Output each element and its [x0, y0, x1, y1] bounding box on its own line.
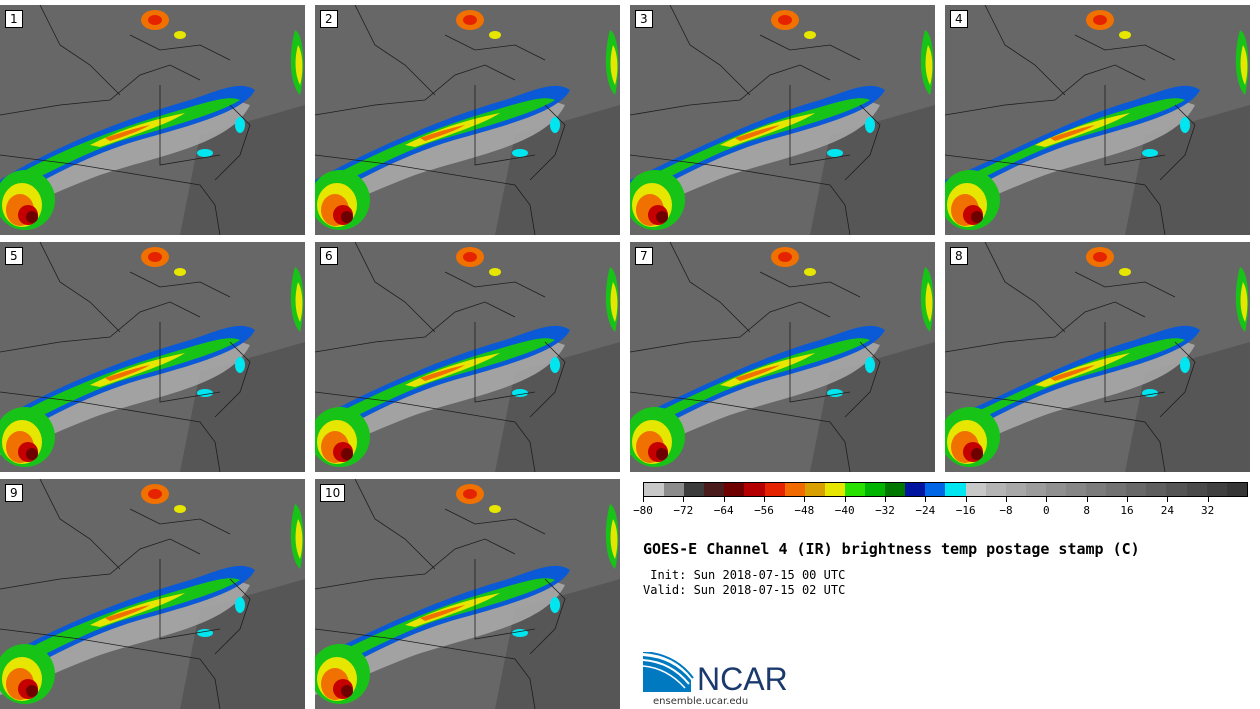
- colorbar-tick-label: 0: [1043, 504, 1050, 517]
- colorbar-segment: [1106, 483, 1127, 496]
- colorbar-tick-label: −16: [955, 504, 976, 517]
- map-panel-10: 10: [315, 479, 620, 709]
- ir-satellite-map: [0, 479, 305, 709]
- colorbar-tick: [885, 497, 886, 502]
- colorbar-segment: [905, 483, 926, 496]
- colorbar-segment: [824, 483, 845, 496]
- colorbar-tick-label: 16: [1120, 504, 1134, 517]
- panel-number-label: 7: [635, 247, 653, 265]
- map-panel-8: 8: [945, 242, 1250, 472]
- colorbar-segment: [844, 483, 866, 496]
- panel-number-label: 3: [635, 10, 653, 28]
- colorbar-tick-label: 8: [1083, 504, 1090, 517]
- init-time: Init: Sun 2018-07-15 00 UTC: [643, 568, 846, 582]
- colorbar-segment: [704, 483, 725, 496]
- colorbar-segment: [764, 483, 785, 496]
- map-panel-7: 7: [630, 242, 935, 472]
- colorbar-segment: [1166, 483, 1187, 496]
- colorbar-ticks: −80 −72 −64 −56 −48 −40 −32 −24 −16 −8 0 8 16 24 32: [633, 497, 1248, 521]
- colorbar-segment: [1065, 483, 1087, 496]
- panel-number-label: 6: [320, 247, 338, 265]
- colorbar-segment: [724, 483, 745, 496]
- colorbar-tick-label: 24: [1160, 504, 1174, 517]
- colorbar-tick-label: −8: [999, 504, 1013, 517]
- colorbar-segment: [1206, 483, 1227, 496]
- map-panel-6: 6: [315, 242, 620, 472]
- colorbar-segment: [744, 483, 765, 496]
- ir-satellite-map: [945, 5, 1250, 235]
- colorbar-tick: [1207, 497, 1209, 502]
- colorbar-segment: [804, 483, 825, 496]
- colorbar-tick: [1046, 497, 1048, 502]
- colorbar-tick-label: −80: [633, 504, 653, 517]
- panel-number-label: 2: [320, 10, 338, 28]
- colorbar-tick-label: 32: [1201, 504, 1215, 517]
- ir-satellite-map: [315, 479, 620, 709]
- panel-number-label: 9: [5, 484, 23, 502]
- colorbar-segment: [865, 483, 886, 496]
- colorbar-tick: [844, 497, 846, 502]
- colorbar-segment: [1126, 483, 1147, 496]
- figure-title: GOES-E Channel 4 (IR) brightness temp po…: [643, 540, 1140, 558]
- ir-satellite-map: [945, 242, 1250, 472]
- panel-number-label: 1: [5, 10, 23, 28]
- colorbar-tick: [1006, 497, 1007, 502]
- panel-number-label: 4: [950, 10, 968, 28]
- colorbar-tick-label: −56: [754, 504, 774, 517]
- colorbar-segment: [1186, 483, 1207, 496]
- ir-satellite-map: [0, 5, 305, 235]
- colorbar-segment: [1025, 483, 1046, 496]
- map-panel-9: 9: [0, 479, 305, 709]
- panel-number-label: 8: [950, 247, 968, 265]
- map-panel-2: 2: [315, 5, 620, 235]
- map-panel-1: 1: [0, 5, 305, 235]
- ir-satellite-map: [630, 242, 935, 472]
- panel-number-label: 5: [5, 247, 23, 265]
- ir-satellite-map: [315, 242, 620, 472]
- colorbar-segment: [1086, 483, 1107, 496]
- colorbar-tick: [683, 497, 685, 502]
- ncar-url: ensemble.ucar.edu: [653, 696, 749, 707]
- map-panel-4: 4: [945, 5, 1250, 235]
- colorbar-segment: [664, 483, 685, 496]
- colorbar-tick-label: −40: [834, 504, 855, 517]
- colorbar-tick-label: −32: [875, 504, 895, 517]
- colorbar-tick-label: −64: [713, 504, 734, 517]
- colorbar-segment: [1005, 483, 1026, 496]
- ir-satellite-map: [315, 5, 620, 235]
- ncar-logo-text: NCAR: [697, 661, 788, 694]
- ir-satellite-map: [630, 5, 935, 235]
- colorbar-tick: [1167, 497, 1169, 502]
- colorbar-tick: [925, 497, 927, 502]
- colorbar-tick-label: −72: [673, 504, 694, 517]
- colorbar-segment: [784, 483, 805, 496]
- ncar-logo: NCAR: [643, 652, 788, 694]
- colorbar-tick-label: −24: [915, 504, 936, 517]
- map-panel-5: 5: [0, 242, 305, 472]
- colorbar-tick: [965, 497, 967, 502]
- ir-satellite-map: [0, 242, 305, 472]
- colorbar-segment: [945, 483, 966, 496]
- colorbar-segment: [885, 483, 906, 496]
- colorbar-segment: [684, 483, 705, 496]
- colorbar-tick: [1086, 497, 1088, 502]
- colorbar: [643, 482, 1248, 497]
- colorbar-tick: [643, 497, 644, 502]
- colorbar-segment: [965, 483, 986, 496]
- colorbar-segment: [1226, 483, 1247, 496]
- panel-number-label: 10: [320, 484, 346, 502]
- colorbar-segment: [985, 483, 1006, 496]
- valid-time: Valid: Sun 2018-07-15 02 UTC: [643, 583, 846, 597]
- colorbar-segment: [644, 483, 665, 496]
- colorbar-segment: [925, 483, 946, 496]
- colorbar-tick-label: −48: [794, 504, 815, 517]
- map-panel-3: 3: [630, 5, 935, 235]
- colorbar-tick: [723, 497, 725, 502]
- colorbar-tick: [764, 497, 765, 502]
- colorbar-tick: [804, 497, 806, 502]
- colorbar-segment: [1146, 483, 1167, 496]
- colorbar-segment: [1045, 483, 1066, 496]
- colorbar-tick: [1127, 497, 1128, 502]
